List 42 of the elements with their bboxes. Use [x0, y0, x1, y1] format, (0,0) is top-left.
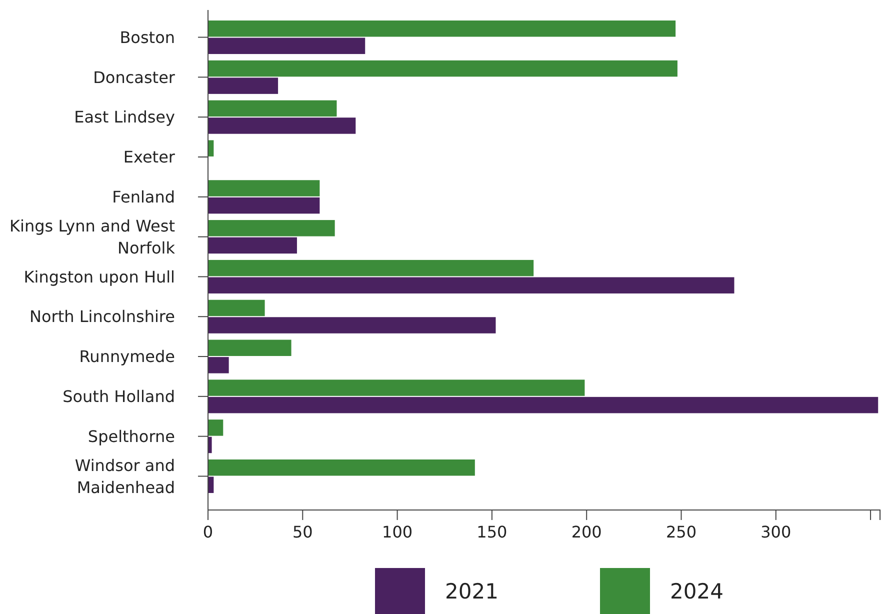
- y-tick-label: North Lincolnshire: [30, 307, 175, 326]
- bar: [208, 260, 534, 276]
- bar: [208, 277, 734, 294]
- x-tick-label: 0: [202, 522, 214, 542]
- x-tick-label: 150: [476, 522, 508, 542]
- bar: [208, 380, 585, 396]
- legend-label: 2024: [670, 579, 724, 604]
- x-tick-label: 50: [292, 522, 313, 542]
- y-tick-label: Exeter: [123, 148, 176, 167]
- y-tick-label: Kings Lynn and West Norfolk: [10, 216, 176, 258]
- bar: [208, 317, 496, 334]
- bar: [208, 100, 337, 117]
- bar: [208, 118, 356, 134]
- bar: [208, 78, 278, 94]
- bar: [208, 459, 475, 476]
- bar: [208, 420, 224, 436]
- y-tick-label: South Holland: [62, 387, 175, 406]
- y-tick-label: Kingston upon Hull: [24, 267, 175, 286]
- y-tick-label: Runnymede: [79, 347, 175, 366]
- x-tick-label: 200: [571, 522, 602, 542]
- y-tick-label: Doncaster: [93, 68, 176, 87]
- y-tick-label: Fenland: [112, 187, 175, 206]
- bar: [208, 197, 320, 214]
- bar: [208, 300, 265, 316]
- bar: [208, 357, 229, 374]
- x-tick-label: 100: [382, 522, 413, 542]
- y-tick-label: East Lindsey: [74, 108, 175, 127]
- bar: [208, 340, 292, 356]
- bar: [208, 20, 676, 37]
- bar: [208, 180, 320, 196]
- x-tick-label: 250: [666, 522, 697, 542]
- y-tick-label: Spelthorne: [88, 426, 175, 446]
- y-tick-label: Boston: [120, 28, 175, 47]
- legend-label: 2021: [445, 579, 498, 604]
- bar: [208, 60, 678, 77]
- x-tick-label: 300: [760, 522, 792, 542]
- bar: [208, 396, 878, 414]
- bar: [208, 38, 366, 54]
- bar: [208, 237, 297, 254]
- bar: [208, 436, 212, 454]
- y-tick-label: Windsor and Maidenhead: [74, 456, 175, 497]
- bar: [208, 220, 335, 236]
